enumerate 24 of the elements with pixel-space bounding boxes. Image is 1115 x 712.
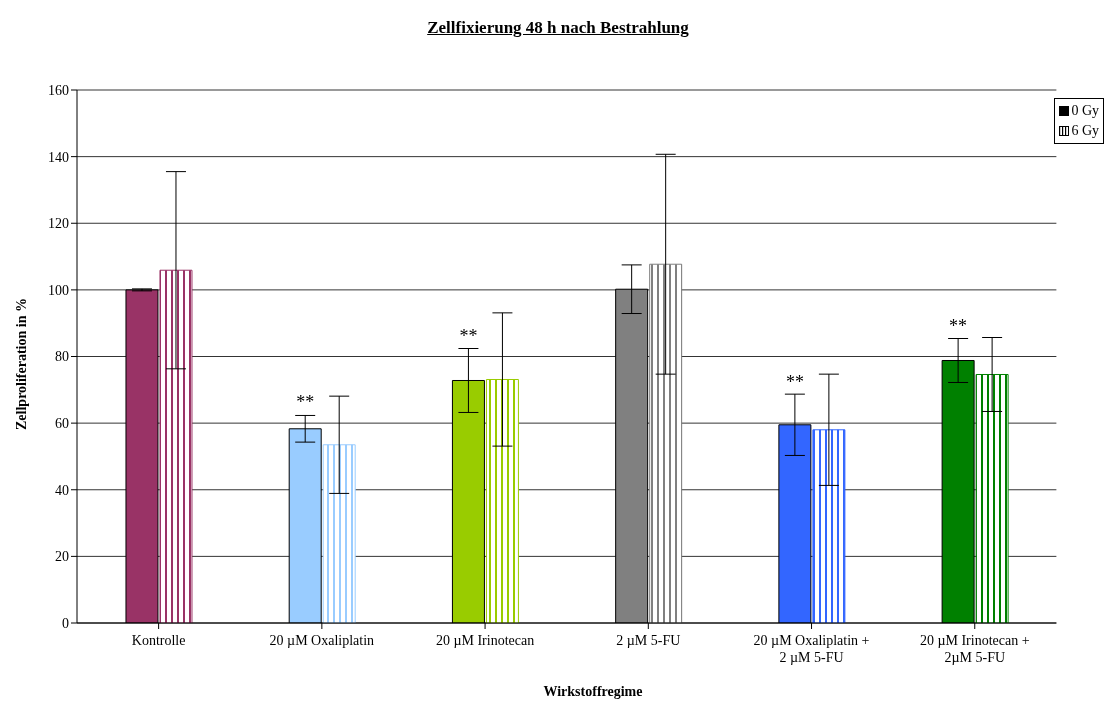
x-tick-label: 2 µM 5-FU <box>616 633 681 648</box>
y-tick-label: 100 <box>48 282 69 298</box>
x-tick-label: 20 µM Irinotecan <box>435 633 535 648</box>
chart-title: Zellfixierung 48 h nach Bestrahlung <box>426 18 690 38</box>
data-label: ** <box>296 392 315 413</box>
x-tick-label: 20 µM Oxaliplatin + 2 µM 5-FU <box>753 633 870 665</box>
y-tick-label: 140 <box>48 149 69 165</box>
text: 0 Gy <box>1071 102 1099 120</box>
y-tick-label: 80 <box>55 349 69 365</box>
y-axis-title: Zellproliferation in % <box>14 298 30 430</box>
data-label: ** <box>459 326 478 347</box>
y-tick-label: 20 <box>55 549 69 565</box>
y-tick-label: 40 <box>55 482 69 498</box>
x-tick-label: 20 µM Irinotecan + 2µM 5-FU <box>919 633 1030 665</box>
x-axis-title: Wirkstoffregime <box>542 684 644 700</box>
y-tick-label: 120 <box>48 216 69 232</box>
y-tick-label: 0 <box>62 615 69 631</box>
data-label: ** <box>785 372 804 393</box>
y-tick-label: 160 <box>48 82 69 98</box>
x-tick-label: Kontrolle <box>131 633 186 648</box>
data-label: ** <box>949 315 968 336</box>
y-tick-label: 60 <box>55 416 69 432</box>
x-tick-label: 20 µM Oxaliplatin <box>269 633 375 648</box>
text: 6 Gy <box>1071 122 1099 140</box>
